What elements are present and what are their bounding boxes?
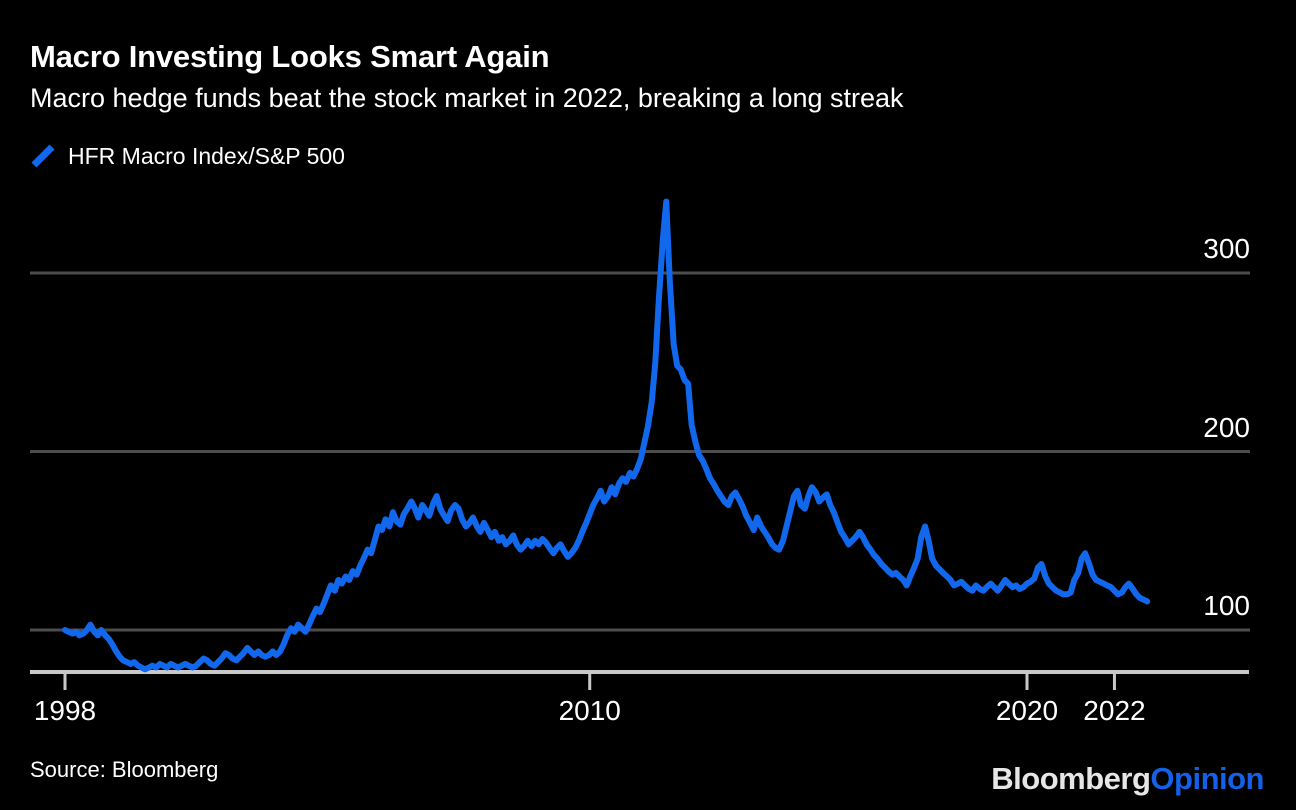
legend-item-label: HFR Macro Index/S&P 500 [68, 143, 345, 169]
x-axis-tick-label: 1998 [33, 695, 97, 726]
x-axis-tick-label: 2010 [558, 695, 621, 726]
x-axis-tick-label: 2020 [995, 695, 1059, 726]
y-axis-tick-label: 100 [1203, 590, 1250, 621]
bloomberg-opinion-logo: BloombergOpinion [991, 762, 1264, 796]
x-axis [30, 670, 1249, 690]
page-subtitle: Macro hedge funds beat the stock market … [30, 83, 904, 113]
chart-legend: HFR Macro Index/S&P 500 [30, 143, 345, 169]
y-axis-tick-label: 300 [1203, 233, 1250, 264]
brand-bloomberg-text: Bloomberg [991, 761, 1151, 796]
x-axis-tick-label: 2022 [1083, 695, 1146, 726]
series-line [62, 198, 1151, 673]
chart-header: Macro Investing Looks Smart Again Macro … [30, 38, 1270, 116]
legend-line-swatch-icon [30, 143, 56, 169]
y-axis-tick-label: 200 [1203, 411, 1250, 443]
brand-opinion-text: Opinion [1150, 761, 1264, 796]
page-title: Macro Investing Looks Smart Again [30, 39, 550, 74]
series-lines [62, 198, 1151, 673]
source-note: Source: Bloomberg [30, 757, 219, 782]
gridlines [30, 271, 1250, 632]
